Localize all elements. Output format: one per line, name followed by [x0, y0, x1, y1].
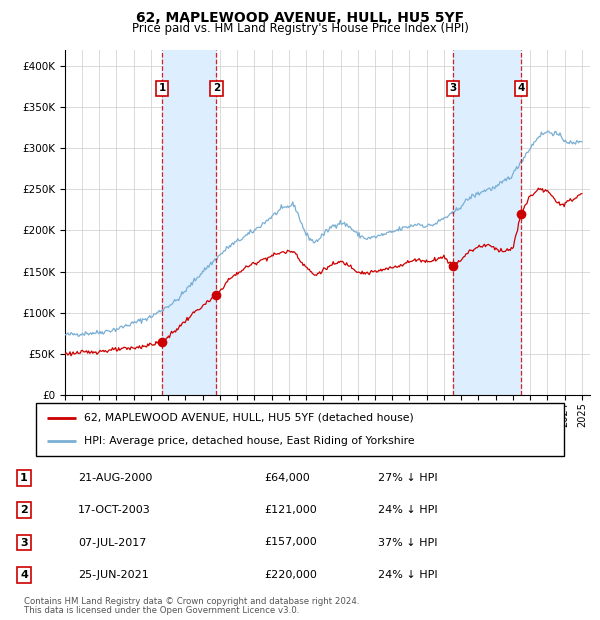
- Text: Contains HM Land Registry data © Crown copyright and database right 2024.: Contains HM Land Registry data © Crown c…: [24, 597, 359, 606]
- Text: 3: 3: [20, 538, 28, 547]
- Text: Price paid vs. HM Land Registry's House Price Index (HPI): Price paid vs. HM Land Registry's House …: [131, 22, 469, 35]
- Text: 27% ↓ HPI: 27% ↓ HPI: [378, 473, 437, 483]
- Text: 62, MAPLEWOOD AVENUE, HULL, HU5 5YF: 62, MAPLEWOOD AVENUE, HULL, HU5 5YF: [136, 11, 464, 25]
- Text: 4: 4: [20, 570, 28, 580]
- Text: 37% ↓ HPI: 37% ↓ HPI: [378, 538, 437, 547]
- Text: 62, MAPLEWOOD AVENUE, HULL, HU5 5YF (detached house): 62, MAPLEWOOD AVENUE, HULL, HU5 5YF (det…: [83, 413, 413, 423]
- Text: 24% ↓ HPI: 24% ↓ HPI: [378, 505, 437, 515]
- Text: HPI: Average price, detached house, East Riding of Yorkshire: HPI: Average price, detached house, East…: [83, 436, 414, 446]
- Text: 2: 2: [213, 83, 220, 93]
- Bar: [453, 50, 521, 395]
- Text: 4: 4: [517, 83, 525, 93]
- Text: 21-AUG-2000: 21-AUG-2000: [78, 473, 152, 483]
- Text: This data is licensed under the Open Government Licence v3.0.: This data is licensed under the Open Gov…: [24, 606, 299, 615]
- Text: 25-JUN-2021: 25-JUN-2021: [78, 570, 149, 580]
- Text: 24% ↓ HPI: 24% ↓ HPI: [378, 570, 437, 580]
- Text: £157,000: £157,000: [264, 538, 317, 547]
- Text: £64,000: £64,000: [264, 473, 310, 483]
- Text: 1: 1: [158, 83, 166, 93]
- Text: £220,000: £220,000: [264, 570, 317, 580]
- Text: 1: 1: [20, 473, 28, 483]
- Text: 3: 3: [449, 83, 457, 93]
- Text: 2: 2: [20, 505, 28, 515]
- Text: 07-JUL-2017: 07-JUL-2017: [78, 538, 146, 547]
- Bar: [162, 50, 217, 395]
- Text: £121,000: £121,000: [264, 505, 317, 515]
- Text: 17-OCT-2003: 17-OCT-2003: [78, 505, 151, 515]
- FancyBboxPatch shape: [36, 403, 564, 456]
